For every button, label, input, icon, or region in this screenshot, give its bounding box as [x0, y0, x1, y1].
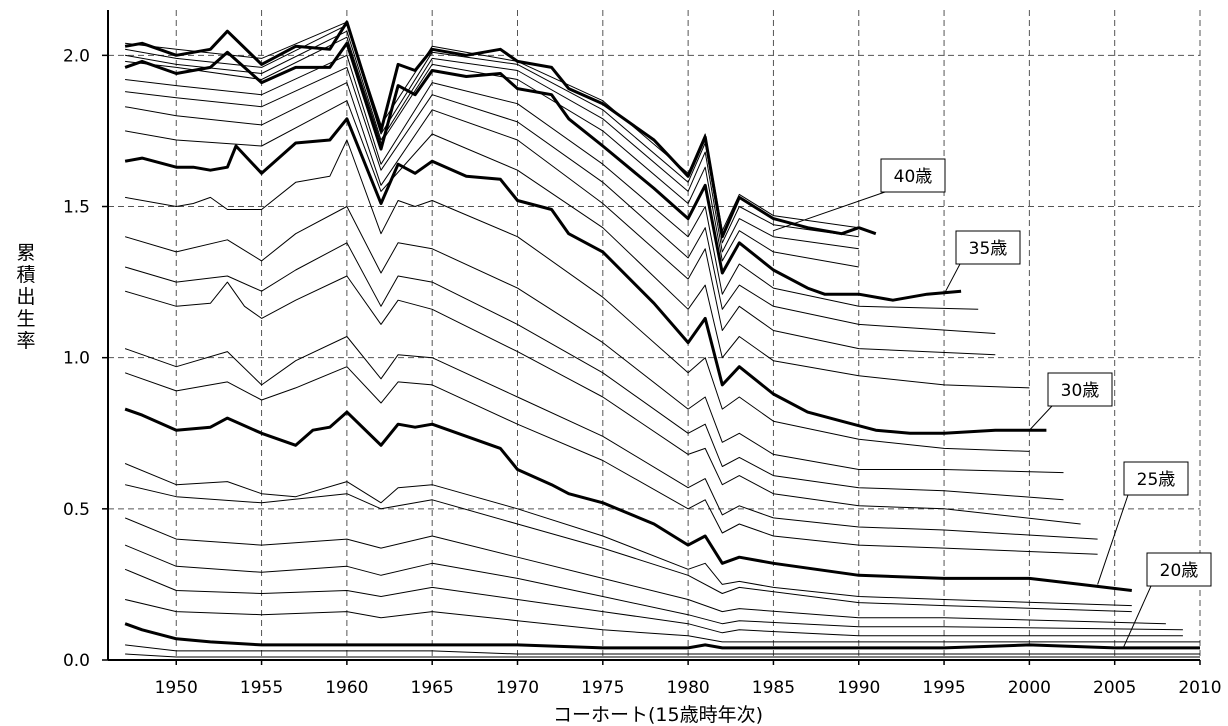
series-line-thin-18 — [124, 568, 1183, 637]
callout-25歳: 25歳 — [1097, 461, 1189, 585]
y-tick-label: 1.5 — [63, 198, 90, 218]
series-line-25歳 — [124, 407, 1132, 592]
y-tick-label: 2.0 — [63, 46, 90, 66]
x-tick-label: 1970 — [496, 678, 539, 698]
x-tick-label: 1985 — [752, 678, 795, 698]
grid-lines — [108, 10, 1201, 660]
age-callouts: 40歳 35歳 30歳 25歳 20歳 — [773, 158, 1212, 649]
x-tick-label: 1995 — [922, 678, 965, 698]
series-line-thin-14 — [124, 463, 1132, 607]
x-tick-labels: 1950 1955 1960 1965 1970 1975 1980 1985 1990 1995… — [155, 678, 1222, 698]
series-line-thin-5 — [125, 66, 996, 334]
x-tick-label: 2010 — [1178, 678, 1221, 698]
y-tick-label: 0.0 — [63, 651, 90, 671]
callout-leader — [943, 263, 974, 295]
callout-label: 30歳 — [1061, 381, 1100, 401]
series-line-thin-15 — [124, 484, 1132, 613]
y-tick-labels: 0.0 0.5 1.0 1.5 2.0 — [63, 46, 90, 671]
series-line-thin-12 — [124, 336, 1098, 540]
x-tick-label: 1950 — [155, 678, 198, 698]
series-line-thin-17 — [124, 544, 1183, 631]
bold-series-group — [124, 20, 1200, 650]
y-axis-title-char: 出 — [16, 286, 35, 308]
callout-leader — [1122, 585, 1165, 649]
callout-35歳: 35歳 — [943, 230, 1021, 295]
series-line-thin-13 — [124, 366, 1098, 555]
series-line-thin-10 — [124, 242, 1064, 501]
callout-30歳: 30歳 — [1029, 372, 1113, 431]
series-line-thin-20 — [125, 644, 1200, 655]
callout-box — [1047, 372, 1113, 407]
y-tick-label: 0.5 — [63, 500, 90, 520]
x-tick-label: 1965 — [411, 678, 454, 698]
callout-box — [955, 230, 1021, 265]
y-axis-title-char: 率 — [16, 330, 35, 352]
x-tick-label: 1955 — [240, 678, 283, 698]
y-axis-title-char: 積 — [16, 264, 35, 286]
callout-label: 35歳 — [969, 239, 1008, 259]
x-tick-label: 2000 — [1008, 678, 1051, 698]
x-tick-label: 1975 — [581, 678, 624, 698]
callout-box — [1146, 552, 1212, 587]
series-line-thin-2 — [125, 30, 859, 253]
series-line-thin-6 — [125, 82, 996, 356]
callout-40歳: 40歳 — [773, 158, 946, 232]
y-axis-title-char: 生 — [16, 308, 35, 330]
series-line-thin-3 — [125, 36, 859, 268]
y-axis-title-char: 累 — [16, 242, 35, 264]
series-line-thin-11 — [124, 275, 1081, 525]
series-line-40歳 — [124, 20, 877, 239]
series-line-thin-21 — [125, 653, 1200, 658]
x-axis-title: コーホート(15歳時年次) — [553, 704, 763, 726]
series-line-thin-1 — [125, 24, 859, 244]
y-tick-label: 1.0 — [63, 349, 90, 369]
callout-box — [880, 158, 946, 193]
series-line-thin-9 — [124, 206, 1064, 474]
axes — [102, 10, 1201, 665]
series-line-thin-7 — [125, 100, 1030, 389]
series-line-thin-8 — [125, 139, 1030, 452]
callout-label: 25歳 — [1137, 470, 1176, 490]
callout-label: 20歳 — [1160, 561, 1199, 581]
callout-label: 40歳 — [894, 167, 933, 187]
series-line-thin-19 — [124, 599, 1200, 643]
callout-leader — [1029, 405, 1066, 431]
thin-series-group — [124, 21, 1200, 658]
series-line-30歳 — [124, 117, 1047, 435]
callout-20歳: 20歳 — [1122, 552, 1212, 649]
series-line-thin-4 — [125, 54, 979, 310]
x-tick-label: 1960 — [325, 678, 368, 698]
series-line-20歳 — [124, 622, 1200, 650]
x-tick-label: 1980 — [666, 678, 709, 698]
callout-box — [1123, 461, 1189, 496]
x-tick-label: 1990 — [837, 678, 880, 698]
series-line-thin-0 — [125, 21, 859, 232]
series-line-35歳 — [124, 41, 962, 302]
x-tick-label: 2005 — [1093, 678, 1136, 698]
series-line-thin-16 — [124, 517, 1166, 625]
